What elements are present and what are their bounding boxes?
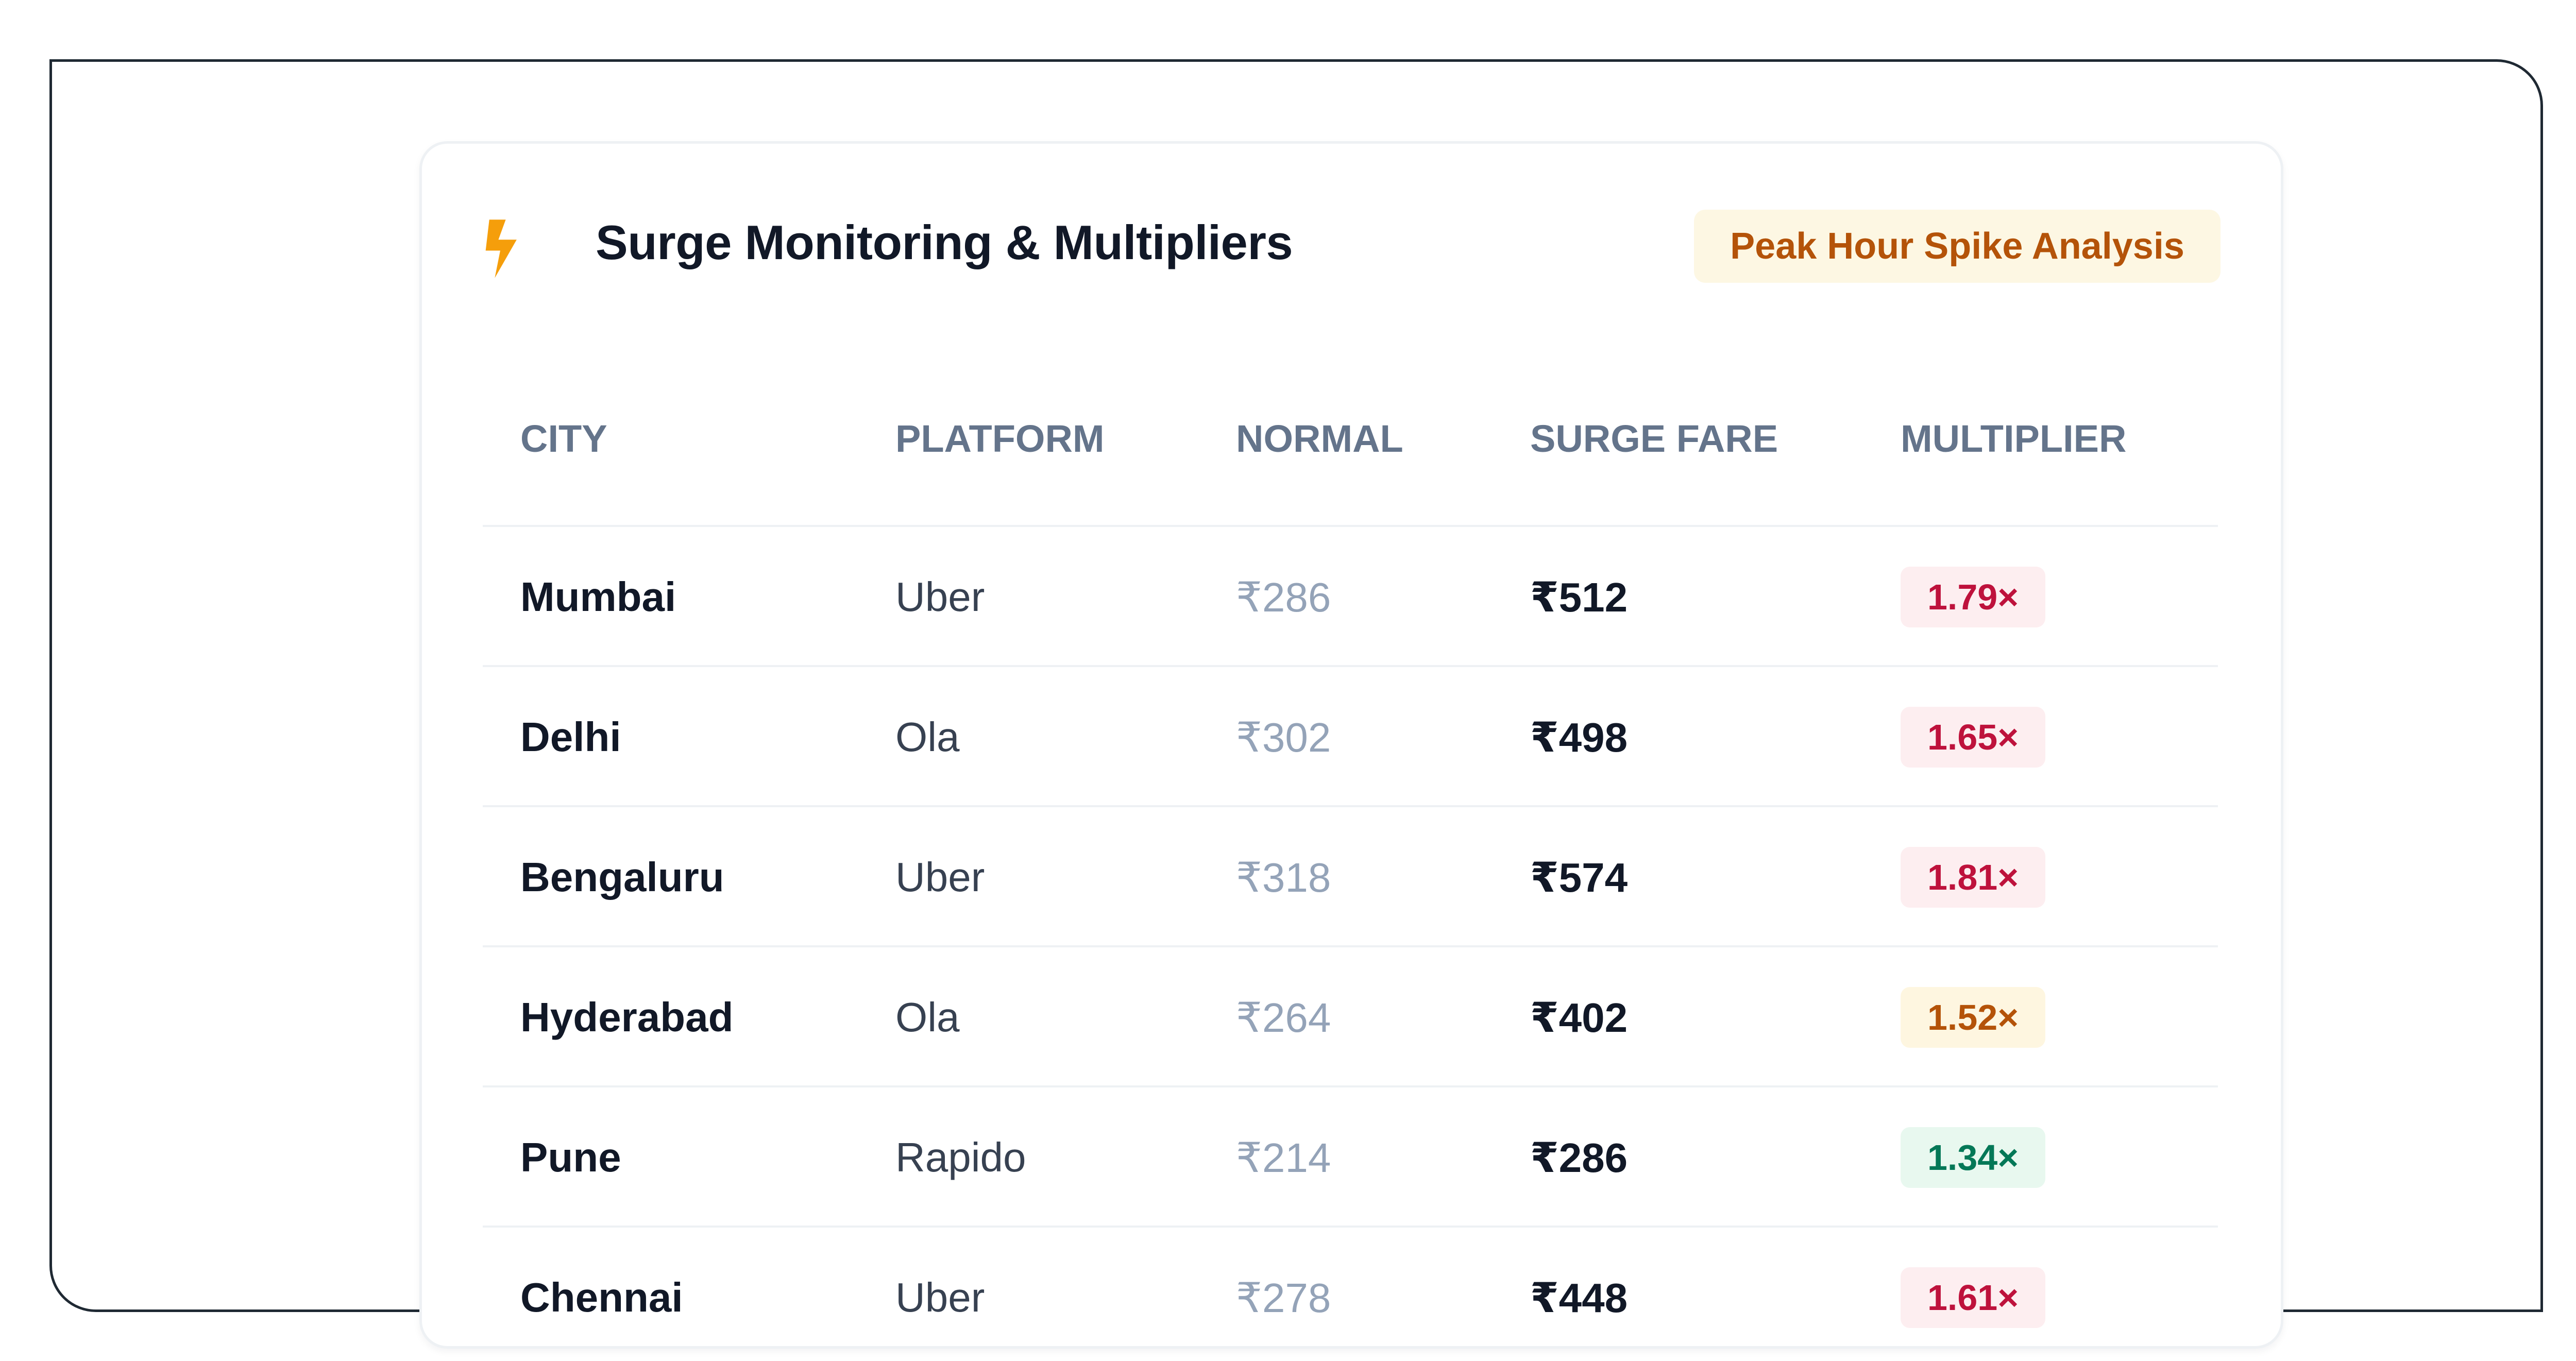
multiplier-badge: 1.81× [1901, 847, 2046, 908]
platform-cell: Uber [895, 1274, 985, 1320]
multiplier-cell: 1.65× [1901, 667, 2046, 807]
multiplier-badge: 1.61× [1901, 1267, 2046, 1328]
table-row: Bengaluru Uber ₹318 ₹574 1.81× [483, 807, 2218, 947]
multiplier-badge: 1.65× [1901, 707, 2046, 768]
table-row: Mumbai Uber ₹286 ₹512 1.79× [483, 527, 2218, 667]
surge-card: Surge Monitoring & Multipliers Peak Hour… [419, 141, 2283, 1349]
city-cell: Mumbai [520, 574, 676, 620]
surge-fare-cell: ₹286 [1530, 1134, 1628, 1181]
card-title: Surge Monitoring & Multipliers [596, 215, 1293, 269]
table-row: Hyderabad Ola ₹264 ₹402 1.52× [483, 947, 2218, 1087]
surge-fare-cell: ₹574 [1530, 854, 1628, 900]
outer-frame: Surge Monitoring & Multipliers Peak Hour… [49, 59, 2543, 1349]
column-header-multiplier: MULTIPLIER [1901, 417, 2127, 460]
table-row: Chennai Uber ₹278 ₹448 1.61× [483, 1228, 2218, 1361]
multiplier-cell: 1.52× [1901, 947, 2046, 1087]
surge-fare-cell: ₹448 [1530, 1274, 1628, 1321]
city-cell: Bengaluru [520, 854, 724, 900]
multiplier-badge: 1.52× [1901, 987, 2046, 1048]
surge-fare-cell: ₹402 [1530, 994, 1628, 1041]
normal-fare-cell: ₹318 [1236, 854, 1331, 900]
platform-cell: Ola [895, 994, 960, 1040]
peak-hour-badge: Peak Hour Spike Analysis [1694, 210, 2221, 283]
card-header: Surge Monitoring & Multipliers Peak Hour… [422, 144, 2281, 350]
table-header: CITY PLATFORM NORMAL SURGE FARE MULTIPLI… [483, 350, 2218, 527]
column-header-surge-fare: SURGE FARE [1530, 417, 1778, 460]
multiplier-cell: 1.79× [1901, 527, 2046, 667]
lightning-bolt-icon [485, 219, 517, 278]
normal-fare-cell: ₹264 [1236, 994, 1331, 1041]
multiplier-cell: 1.81× [1901, 807, 2046, 947]
platform-cell: Uber [895, 574, 985, 620]
normal-fare-cell: ₹302 [1236, 714, 1331, 760]
platform-cell: Ola [895, 714, 960, 760]
surge-fare-cell: ₹512 [1530, 574, 1628, 620]
normal-fare-cell: ₹214 [1236, 1134, 1331, 1181]
platform-cell: Rapido [895, 1134, 1026, 1180]
column-header-city: CITY [520, 417, 607, 460]
city-cell: Pune [520, 1134, 621, 1180]
multiplier-cell: 1.61× [1901, 1228, 2046, 1361]
column-header-platform: PLATFORM [895, 417, 1105, 460]
table-row: Pune Rapido ₹214 ₹286 1.34× [483, 1087, 2218, 1228]
surge-table: CITY PLATFORM NORMAL SURGE FARE MULTIPLI… [483, 350, 2218, 1361]
multiplier-cell: 1.34× [1901, 1087, 2046, 1228]
column-header-normal: NORMAL [1236, 417, 1403, 460]
multiplier-badge: 1.34× [1901, 1127, 2046, 1188]
table-row: Delhi Ola ₹302 ₹498 1.65× [483, 667, 2218, 807]
platform-cell: Uber [895, 854, 985, 900]
city-cell: Chennai [520, 1274, 683, 1320]
city-cell: Delhi [520, 714, 621, 760]
multiplier-badge: 1.79× [1901, 567, 2046, 627]
surge-fare-cell: ₹498 [1530, 714, 1628, 760]
city-cell: Hyderabad [520, 994, 734, 1040]
normal-fare-cell: ₹278 [1236, 1274, 1331, 1321]
normal-fare-cell: ₹286 [1236, 574, 1331, 620]
